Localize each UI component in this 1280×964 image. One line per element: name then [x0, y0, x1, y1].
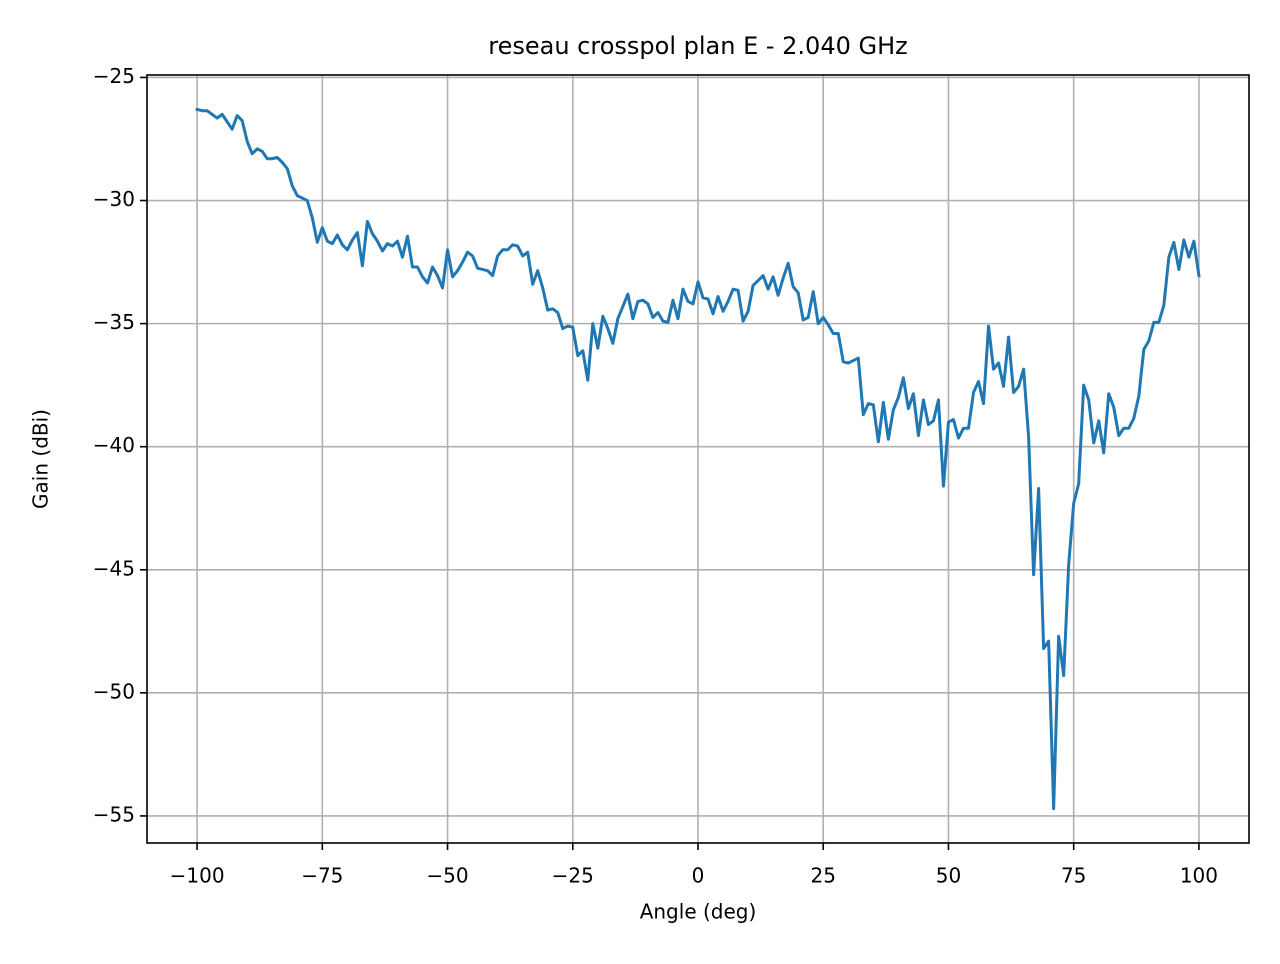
- y-axis-label: Gain (dBi): [29, 409, 53, 509]
- x-tick-label: 0: [692, 864, 705, 888]
- x-tick-label: 100: [1180, 864, 1218, 888]
- y-tick-label: −30: [93, 187, 135, 211]
- x-tick-label: −75: [301, 864, 343, 888]
- data-line: [195, 107, 1201, 811]
- x-tick-label: −50: [426, 864, 468, 888]
- x-tick-label: 75: [1061, 864, 1086, 888]
- x-tick-label: −25: [552, 864, 594, 888]
- y-tick-label: −45: [93, 556, 135, 580]
- x-tick-label: 50: [936, 864, 961, 888]
- y-tick-label: −50: [93, 679, 135, 703]
- plot-frame: [146, 74, 1250, 844]
- y-tick-label: −35: [93, 310, 135, 334]
- y-tick-label: −40: [93, 433, 135, 457]
- y-tick-label: −55: [93, 802, 135, 826]
- chart-title: reseau crosspol plan E - 2.040 GHz: [488, 32, 907, 60]
- x-tick-label: −100: [170, 864, 225, 888]
- x-tick-label: 25: [811, 864, 836, 888]
- y-tick-label: −25: [93, 64, 135, 88]
- x-axis-label: Angle (deg): [640, 900, 757, 924]
